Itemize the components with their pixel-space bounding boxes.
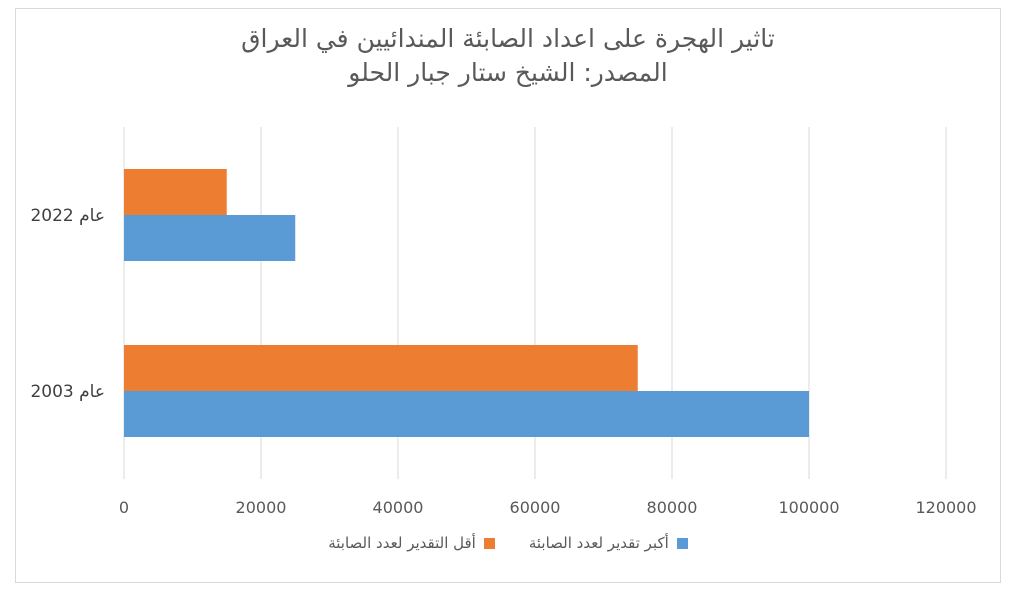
legend: أكبر تقدير لعدد الصابئة أقل التقدير لعدد… (15, 534, 1001, 552)
chart-frame (15, 8, 1001, 583)
x-tick-label: 20000 (236, 498, 287, 517)
legend-swatch-max (676, 537, 688, 549)
chart-title-line-2: المصدر: الشيخ ستار جبار الحلو (348, 58, 668, 87)
chart-title-line-1: تاثير الهجرة على اعداد الصابئة المندائيي… (241, 24, 775, 53)
legend-label-min: أقل التقدير لعدد الصابئة (328, 534, 476, 552)
y-category-label: عام 2003 (30, 382, 105, 402)
legend-label-max: أكبر تقدير لعدد الصابئة (528, 534, 669, 552)
x-tick-label: 0 (119, 498, 129, 517)
legend-swatch-min (483, 537, 495, 549)
legend-item-max: أكبر تقدير لعدد الصابئة (529, 534, 688, 552)
x-tick-label: 40000 (373, 498, 424, 517)
bar-max (124, 391, 809, 437)
x-tick-label: 100000 (778, 498, 839, 517)
bar-min (124, 169, 227, 215)
bar-min (124, 345, 638, 391)
chart-title: تاثير الهجرة على اعداد الصابئة المندائيي… (15, 22, 1001, 90)
x-tick-label: 80000 (647, 498, 698, 517)
x-tick-label: 120000 (915, 498, 976, 517)
x-tick-label: 60000 (510, 498, 561, 517)
y-category-label: عام 2022 (30, 206, 105, 226)
bar-max (124, 215, 296, 261)
legend-item-min: أقل التقدير لعدد الصابئة (328, 534, 495, 552)
